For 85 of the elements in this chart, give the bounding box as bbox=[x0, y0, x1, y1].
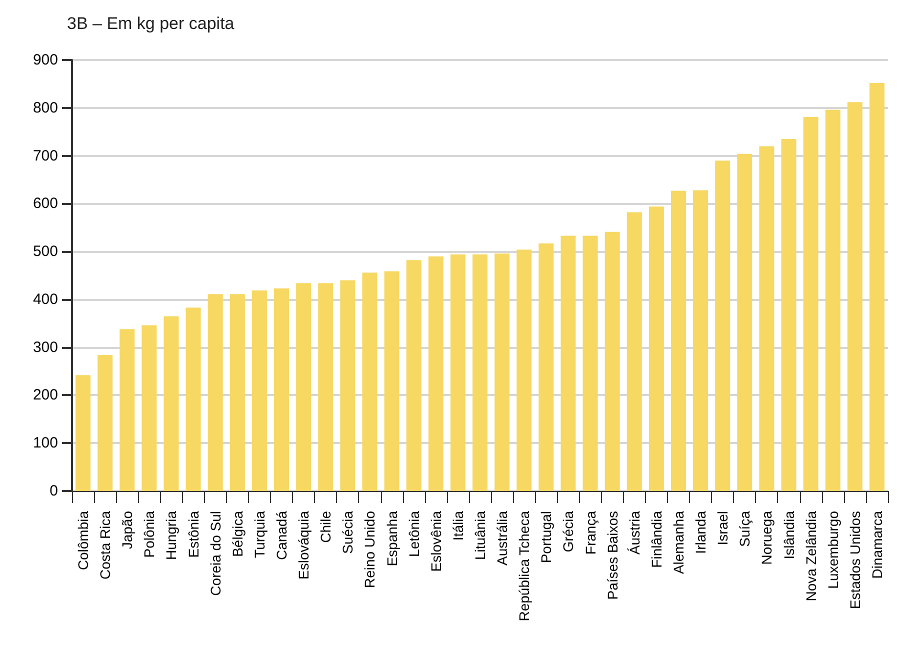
x-tick-label: Turquia bbox=[251, 510, 268, 558]
x-tick-label: Itália bbox=[450, 510, 466, 541]
x-tick-label: Irlanda bbox=[692, 510, 709, 554]
bar bbox=[428, 256, 444, 491]
bar bbox=[538, 243, 554, 491]
x-tick-label: Luxemburgo bbox=[824, 510, 841, 589]
x-tick-label: Grécia bbox=[560, 510, 576, 552]
bar bbox=[252, 290, 267, 491]
y-tick-label: 800 bbox=[32, 99, 58, 116]
chart-title: 3B – Em kg per capita bbox=[67, 14, 235, 33]
x-tick-label: Países Baixos bbox=[604, 511, 620, 600]
bar bbox=[847, 102, 862, 491]
bar bbox=[781, 139, 796, 491]
bar bbox=[208, 294, 223, 491]
bar bbox=[560, 236, 576, 491]
x-tick-label: Nova Zelândia bbox=[802, 510, 819, 602]
x-tick-label: Israel bbox=[714, 511, 731, 546]
y-tick-label: 500 bbox=[32, 243, 58, 260]
y-tick-label: 400 bbox=[32, 290, 58, 308]
y-tick-label: 200 bbox=[32, 386, 58, 404]
bar bbox=[98, 354, 113, 491]
bar bbox=[759, 146, 774, 491]
x-tick-label: Coreia do Sul bbox=[207, 511, 224, 596]
y-tick-label: 0 bbox=[50, 482, 58, 500]
x-tick-label: Noruega bbox=[758, 510, 775, 565]
x-tick-label: Polônia bbox=[141, 510, 158, 558]
bar bbox=[406, 260, 422, 491]
bar bbox=[164, 316, 179, 491]
bar bbox=[296, 283, 312, 491]
x-tick-label: Hungria bbox=[163, 510, 180, 560]
bar bbox=[626, 212, 642, 491]
bar bbox=[737, 154, 752, 491]
x-tick-label: Reino Unido bbox=[362, 510, 378, 588]
bar bbox=[318, 283, 334, 491]
x-tick-label: Alemanha bbox=[670, 510, 686, 574]
x-tick-label: Chile bbox=[318, 510, 334, 543]
x-tick-label: Estados Unidos bbox=[846, 511, 863, 610]
bar bbox=[648, 206, 664, 491]
x-tick-label: Japão bbox=[119, 510, 136, 550]
bar bbox=[472, 254, 488, 491]
x-tick-label: Colômbia bbox=[75, 510, 92, 570]
bar bbox=[340, 280, 356, 491]
bar bbox=[693, 190, 708, 491]
x-tick-label: Eslovênia bbox=[428, 510, 444, 572]
bar bbox=[384, 271, 400, 491]
bar bbox=[230, 294, 245, 491]
y-tick-label: 100 bbox=[32, 434, 58, 452]
bar bbox=[362, 272, 378, 491]
x-tick-label: Espanha bbox=[384, 510, 400, 566]
bar bbox=[76, 375, 91, 491]
x-tick-label: Suécia bbox=[340, 510, 356, 554]
x-tick-label: Bélgica bbox=[229, 510, 246, 557]
x-tick-label: Suíça bbox=[736, 510, 753, 547]
y-tick-label: 900 bbox=[32, 52, 58, 68]
bar bbox=[825, 110, 840, 491]
x-tick-label: França bbox=[582, 510, 598, 555]
y-tick-label: 700 bbox=[32, 147, 58, 164]
x-tick-label: Lituânia bbox=[472, 510, 488, 560]
x-tick-label: Costa Rica bbox=[97, 510, 114, 580]
x-tick-label: Letônia bbox=[406, 510, 422, 557]
bar bbox=[494, 253, 510, 491]
x-tick-label: Islândia bbox=[780, 510, 797, 560]
bar bbox=[450, 254, 466, 491]
bar bbox=[869, 82, 884, 491]
x-tick-label: Áustria bbox=[626, 510, 642, 555]
x-tick-label: Eslováquia bbox=[296, 510, 312, 580]
y-tick-label: 300 bbox=[32, 338, 58, 356]
y-tick-label: 600 bbox=[32, 195, 58, 212]
bar bbox=[715, 160, 730, 491]
bar bbox=[516, 250, 532, 491]
bar bbox=[120, 329, 135, 491]
x-tick-label: Estônia bbox=[185, 510, 202, 558]
bar bbox=[670, 190, 686, 491]
bar bbox=[803, 116, 818, 491]
bar bbox=[142, 325, 157, 491]
x-tick-label: Portugal bbox=[538, 511, 554, 564]
x-tick-label: Dinamarca bbox=[868, 510, 885, 579]
x-tick-label: Austrália bbox=[494, 510, 510, 566]
x-tick-label: Finlândia bbox=[648, 510, 664, 568]
bar bbox=[186, 308, 201, 491]
bar bbox=[274, 288, 290, 491]
x-tick-label: República Tcheca bbox=[516, 510, 532, 622]
bar bbox=[604, 232, 620, 491]
bar bbox=[582, 236, 598, 491]
x-tick-label: Canadá bbox=[274, 510, 290, 560]
